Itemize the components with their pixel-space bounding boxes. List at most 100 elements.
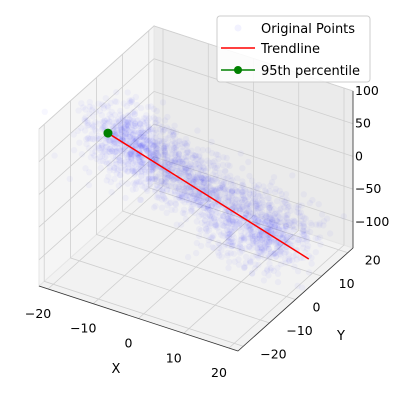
scatter-point (164, 210, 170, 216)
scatter-point (133, 186, 139, 192)
scatter-point (89, 121, 95, 127)
scatter-point (252, 233, 258, 239)
scatter-point (180, 159, 186, 165)
scatter-point (125, 181, 131, 187)
scatter-point (156, 195, 162, 201)
z-tick-label: −100 (355, 214, 389, 229)
scatter-point (97, 154, 103, 160)
scatter-point (214, 165, 220, 171)
scatter-point (122, 195, 128, 201)
grid-line-z (38, 156, 354, 261)
scatter-point (71, 147, 77, 153)
scatter-point (241, 264, 247, 270)
scatter-point (144, 188, 150, 194)
scatter-point (248, 259, 254, 265)
scatter-point (160, 189, 166, 195)
scatter-point (86, 182, 92, 188)
scatter-point (217, 213, 223, 219)
scatter-point (271, 268, 277, 274)
legend-label-trendline: Trendline (260, 42, 320, 57)
grid-line-y (96, 77, 296, 300)
scatter-point (138, 161, 144, 167)
scatter-point (281, 204, 287, 210)
scatter-point (104, 160, 110, 166)
legend: Original Points Trendline 95th percentil… (216, 15, 371, 83)
legend-entry-percentile: 95th percentile (221, 64, 360, 79)
z-tick-label: −50 (355, 181, 381, 196)
scatter-point (181, 207, 187, 213)
scatter-point (215, 152, 221, 158)
scatter-point (209, 150, 215, 156)
scatter-point (208, 139, 214, 145)
scatter-point (227, 173, 233, 179)
scatter-point (124, 152, 130, 158)
axis-labels: XY (112, 329, 345, 377)
scatter-point (228, 228, 234, 234)
scatter-point (301, 191, 307, 197)
scatter-point (274, 198, 280, 204)
scatter-point (71, 131, 77, 137)
scatter-point (316, 201, 322, 207)
scatter-point (283, 221, 289, 227)
trendline (107, 132, 310, 260)
x-axis-label: X (112, 362, 121, 377)
grid-line-y (122, 54, 322, 277)
scatter-point (176, 152, 182, 158)
y-tick-label: 20 (365, 253, 381, 268)
scatter-point (298, 209, 304, 215)
y-tick-label: 10 (339, 276, 355, 291)
grid-line-z (38, 123, 354, 228)
scatter-point (199, 175, 205, 181)
scatter-point (283, 191, 289, 197)
scatter-point (93, 128, 99, 134)
grid-line-z (38, 90, 354, 195)
scatter-point (229, 236, 235, 242)
scatter-point (133, 138, 139, 144)
z-tick-label: 100 (355, 83, 379, 98)
scatter-point (198, 243, 204, 249)
scatter-point (67, 176, 73, 182)
scatter-point (317, 220, 323, 226)
scatter-point (164, 114, 170, 120)
scatter-point (132, 111, 138, 117)
scatter-point (193, 196, 199, 202)
scatter-point (115, 167, 121, 173)
scatter-point (282, 260, 288, 266)
legend-box (216, 15, 371, 83)
scatter-point (212, 223, 218, 229)
scatter-point (76, 140, 82, 146)
scatter-point (225, 242, 231, 248)
legend-entry-trendline: Trendline (221, 42, 320, 57)
scatter-point (274, 225, 280, 231)
scatter-point (226, 220, 232, 226)
scatter-point (143, 131, 149, 137)
scatter-point (146, 182, 152, 188)
scatter-point (116, 183, 122, 189)
scatter-point (82, 118, 88, 124)
scatter-point (128, 118, 134, 124)
scatter-point (194, 127, 200, 133)
x-tick-label: 20 (211, 365, 227, 380)
scatter-point (120, 114, 126, 120)
scatter-point (87, 99, 93, 105)
y-tick-label: −10 (286, 323, 312, 338)
scatter-point (300, 227, 306, 233)
scatter-point (319, 211, 325, 217)
trendline-layer (103, 128, 310, 260)
scatter-point (98, 165, 104, 171)
scatter-point (138, 105, 144, 111)
scatter-point (259, 199, 265, 205)
scatter-point (236, 221, 242, 227)
scatter-point (51, 152, 57, 158)
legend-entry-points: Original Points (234, 22, 355, 37)
scatter-point (218, 180, 224, 186)
scatter-point (306, 269, 312, 275)
scatter-point (113, 89, 119, 95)
scatter-point (166, 126, 172, 132)
scatter-point (295, 268, 301, 274)
scatter-point (75, 107, 81, 113)
scatter-point (129, 165, 135, 171)
scatter-point (184, 192, 190, 198)
